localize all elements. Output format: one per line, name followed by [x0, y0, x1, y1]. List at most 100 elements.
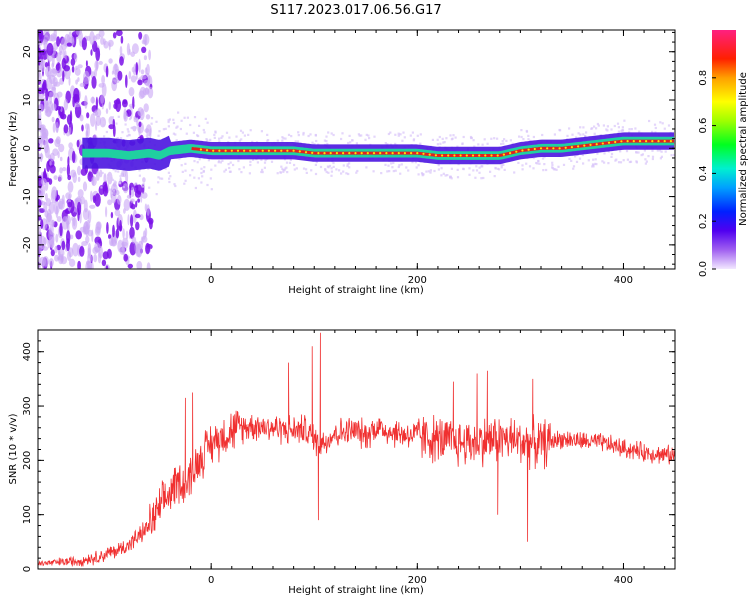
noise-point — [51, 68, 58, 74]
halo-point — [201, 175, 204, 178]
halo-point — [242, 166, 245, 169]
halo-point — [429, 171, 432, 174]
halo-point — [167, 119, 170, 122]
halo-point — [197, 177, 200, 180]
noise-point — [135, 221, 140, 231]
noise-point — [140, 74, 147, 80]
halo-point — [332, 133, 335, 137]
halo-point — [175, 139, 178, 142]
ridge-peak-dot — [589, 143, 592, 146]
ridge-peak-dot — [298, 150, 301, 153]
halo-point — [478, 171, 481, 174]
noise-point — [56, 106, 62, 111]
halo-point — [347, 172, 350, 176]
noise-point — [114, 79, 120, 84]
halo-point — [446, 174, 449, 177]
halo-point — [417, 164, 420, 167]
halo-point — [449, 134, 452, 137]
halo-point — [168, 180, 171, 184]
halo-point — [440, 174, 443, 177]
noise-point — [68, 126, 72, 135]
halo-point — [442, 172, 445, 175]
halo-point — [645, 160, 648, 163]
halo-point — [177, 111, 180, 114]
y-tick-label: 10 — [22, 94, 33, 107]
halo-point — [114, 181, 117, 184]
halo-point — [357, 133, 360, 136]
noise-point — [94, 60, 99, 71]
halo-point — [409, 134, 412, 137]
noise-point — [61, 240, 66, 251]
halo-point — [124, 123, 127, 126]
noise-point — [56, 91, 63, 98]
noise-point — [61, 57, 67, 70]
halo-point — [634, 127, 637, 130]
halo-point — [202, 128, 205, 132]
halo-point — [449, 175, 452, 178]
halo-point — [180, 119, 183, 122]
snr-series-line — [38, 332, 675, 567]
halo-point — [327, 131, 330, 134]
halo-point — [223, 170, 226, 173]
halo-point — [111, 178, 115, 181]
noise-point — [44, 109, 52, 117]
ridge-peak-dot — [323, 152, 326, 155]
halo-point — [294, 140, 297, 143]
noise-point — [108, 58, 113, 64]
noise-point — [74, 67, 81, 76]
noise-point — [38, 146, 42, 152]
spectrogram-ticks: 0 200 400 -20 -10 0 10 20 — [22, 30, 675, 286]
halo-point — [135, 118, 139, 121]
halo-point — [570, 159, 573, 162]
halo-point — [192, 131, 195, 134]
halo-point — [541, 157, 545, 160]
snr-frame — [37, 329, 676, 570]
spectrogram-ylabel: Frequency (Hz) — [8, 111, 19, 187]
halo-point — [214, 164, 217, 167]
halo-point — [179, 127, 182, 131]
ridge-peak-dot — [280, 149, 283, 152]
snr-ylabel: SNR (10 * v/v) — [8, 413, 19, 484]
noise-point — [73, 87, 80, 102]
halo-point — [400, 163, 403, 166]
noise-point — [44, 193, 48, 201]
ridge-peak-dot — [490, 154, 493, 157]
halo-point — [450, 177, 453, 180]
halo-point — [538, 162, 541, 165]
noise-point — [136, 243, 143, 258]
noise-point — [38, 72, 42, 82]
noise-point — [87, 123, 90, 137]
halo-point — [397, 132, 400, 135]
halo-point — [659, 121, 662, 124]
halo-point — [420, 172, 424, 175]
halo-point — [456, 145, 459, 148]
halo-point — [574, 155, 577, 158]
halo-point — [543, 163, 546, 166]
halo-point — [511, 142, 514, 145]
halo-point — [142, 182, 145, 185]
halo-point — [551, 161, 554, 164]
halo-point — [146, 136, 149, 139]
noise-point — [149, 219, 153, 230]
halo-point — [126, 128, 129, 131]
halo-point — [346, 164, 349, 168]
noise-point — [72, 216, 76, 227]
noise-point — [49, 161, 52, 166]
halo-point — [386, 170, 389, 173]
halo-point — [445, 137, 448, 140]
halo-point — [360, 134, 363, 137]
noise-point — [122, 228, 125, 239]
ridge-peak-dot — [546, 147, 549, 150]
halo-point — [157, 176, 160, 179]
halo-point — [621, 129, 625, 132]
noise-point — [45, 88, 49, 101]
halo-point — [206, 183, 209, 187]
ridge-peak-dot — [515, 150, 518, 153]
colorbar-tick-label: 0.2 — [698, 213, 709, 229]
ridge-peak-dot — [224, 149, 227, 152]
halo-point — [470, 136, 473, 140]
halo-point — [437, 164, 440, 167]
ridge-peak-dot — [447, 154, 450, 157]
noise-point — [47, 34, 55, 42]
halo-point — [210, 188, 213, 191]
